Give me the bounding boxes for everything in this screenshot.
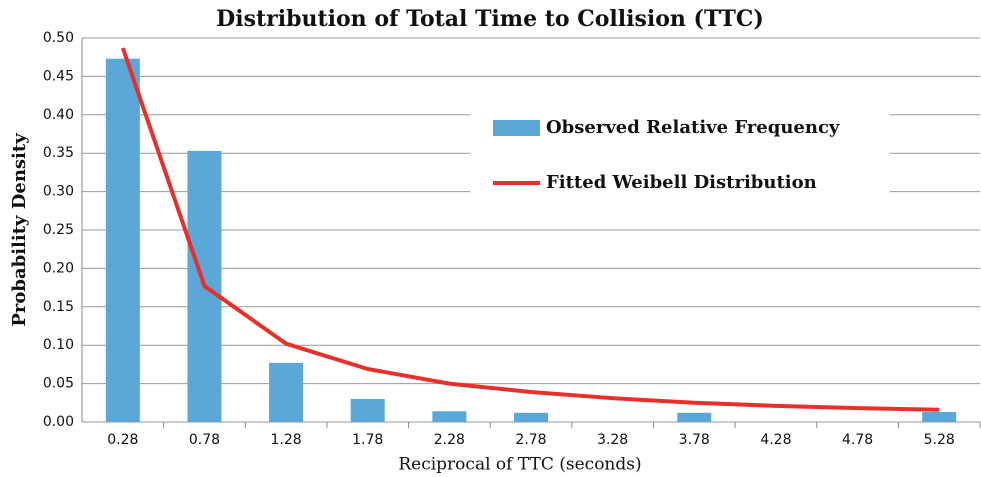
x-tick-label: 3.28 <box>597 432 628 448</box>
y-tick-label: 0.50 <box>43 30 74 46</box>
bar <box>677 412 712 422</box>
y-tick-label: 0.10 <box>43 337 74 353</box>
x-tick-label: 1.78 <box>352 432 383 448</box>
bar <box>105 58 140 423</box>
x-tick-label: 2.28 <box>434 432 465 448</box>
legend-label: Observed Relative Frequency <box>546 117 840 138</box>
x-tick-label: 3.78 <box>679 432 710 448</box>
y-tick-label: 0.25 <box>43 222 74 238</box>
legend-box <box>470 100 890 210</box>
x-tick-label: 0.78 <box>189 432 220 448</box>
x-axis-label: Reciprocal of TTC (seconds) <box>398 455 641 475</box>
x-tick-label: 4.28 <box>760 432 791 448</box>
bar <box>350 398 385 422</box>
x-tick-label: 2.78 <box>515 432 546 448</box>
x-tick-label: 0.28 <box>107 432 138 448</box>
bar <box>922 412 957 422</box>
y-tick-label: 0.30 <box>43 184 74 200</box>
y-axis-label: Probability Density <box>9 133 30 327</box>
x-tick-label: 1.28 <box>271 432 302 448</box>
x-tick-label: 5.28 <box>924 432 955 448</box>
line <box>120 47 940 412</box>
y-tick-label: 0.05 <box>43 376 74 392</box>
legend-label: Fitted Weibell Distribution <box>546 172 817 193</box>
y-tick-label: 0.40 <box>43 107 74 123</box>
bar <box>432 411 467 422</box>
bar <box>514 412 548 422</box>
y-tick-label: 0.35 <box>43 145 74 161</box>
y-tick-label: 0.15 <box>43 299 74 315</box>
bar <box>269 362 304 422</box>
y-tick-label: 0.00 <box>43 414 74 430</box>
legend-swatch <box>493 120 540 136</box>
chart-title: Distribution of Total Time to Collision … <box>216 6 764 32</box>
y-tick-label: 0.20 <box>43 260 74 276</box>
x-tick-label: 4.78 <box>842 432 873 448</box>
y-tick-label: 0.45 <box>43 68 74 84</box>
